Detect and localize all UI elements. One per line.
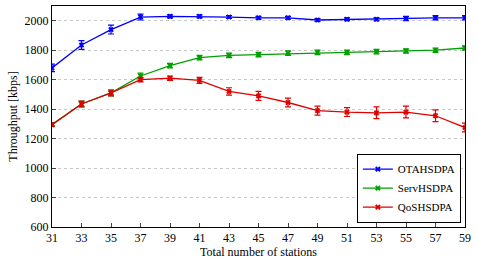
- svg-text:43: 43: [223, 231, 235, 245]
- svg-text:1400: 1400: [25, 102, 49, 116]
- svg-text:39: 39: [164, 231, 176, 245]
- svg-text:53: 53: [371, 231, 383, 245]
- svg-text:600: 600: [31, 220, 49, 234]
- svg-text:Throughput [kbps]: Throughput [kbps]: [6, 71, 20, 161]
- svg-text:35: 35: [105, 231, 117, 245]
- svg-text:2000: 2000: [25, 14, 49, 28]
- svg-text:37: 37: [135, 231, 147, 245]
- svg-text:1000: 1000: [25, 161, 49, 175]
- svg-text:47: 47: [282, 231, 294, 245]
- svg-text:41: 41: [194, 231, 206, 245]
- svg-text:57: 57: [430, 231, 442, 245]
- svg-text:1800: 1800: [25, 43, 49, 57]
- svg-text:55: 55: [400, 231, 412, 245]
- svg-text:59: 59: [459, 231, 471, 245]
- svg-text:Total number of stations: Total number of stations: [200, 245, 317, 259]
- svg-text:49: 49: [312, 231, 324, 245]
- svg-text:33: 33: [76, 231, 88, 245]
- svg-text:31: 31: [46, 231, 58, 245]
- svg-text:OTAHSDPA: OTAHSDPA: [398, 163, 455, 175]
- svg-text:800: 800: [31, 191, 49, 205]
- svg-text:45: 45: [253, 231, 265, 245]
- svg-text:1200: 1200: [25, 132, 49, 146]
- svg-text:51: 51: [341, 231, 353, 245]
- svg-text:1600: 1600: [25, 73, 49, 87]
- svg-text:QoSHSDPA: QoSHSDPA: [398, 201, 453, 213]
- svg-text:ServHSDPA: ServHSDPA: [398, 182, 453, 194]
